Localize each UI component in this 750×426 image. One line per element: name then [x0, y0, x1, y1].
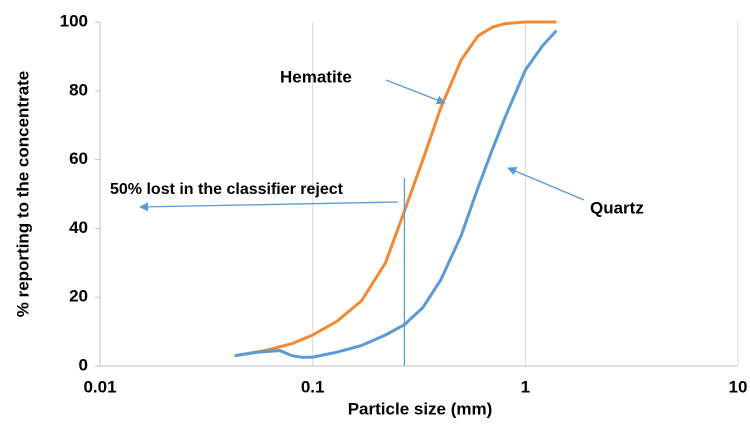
x-tick-label: 10 — [729, 377, 748, 396]
annotation: 50% lost in the classifier reject — [110, 181, 344, 198]
annotation-arrow — [507, 166, 585, 201]
y-tick-label: 20 — [69, 287, 88, 306]
x-axis-label: Particle size (mm) — [348, 399, 493, 418]
x-tick-label: 1 — [521, 377, 530, 396]
series-line — [234, 20, 557, 358]
y-tick-label: 0 — [79, 355, 88, 374]
y-tick-label: 60 — [69, 149, 88, 168]
y-tick-label: 100 — [60, 11, 88, 30]
annotation: Quartz — [590, 198, 644, 217]
annotation: Hematite — [280, 67, 352, 86]
annotation-arrow — [385, 79, 446, 105]
x-tick-label: 0.01 — [83, 377, 116, 396]
y-tick-label: 40 — [69, 218, 88, 237]
annotation-arrow — [139, 201, 399, 212]
y-tick-label: 80 — [69, 80, 88, 99]
y-axis-label: % reporting to the concentrate — [13, 71, 32, 318]
plot — [234, 20, 558, 366]
x-tick-label: 0.1 — [301, 377, 325, 396]
